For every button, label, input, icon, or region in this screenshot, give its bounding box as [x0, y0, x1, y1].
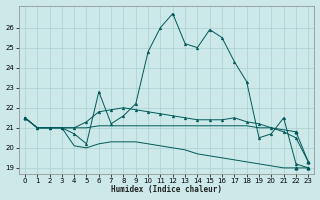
X-axis label: Humidex (Indice chaleur): Humidex (Indice chaleur)	[111, 185, 222, 194]
